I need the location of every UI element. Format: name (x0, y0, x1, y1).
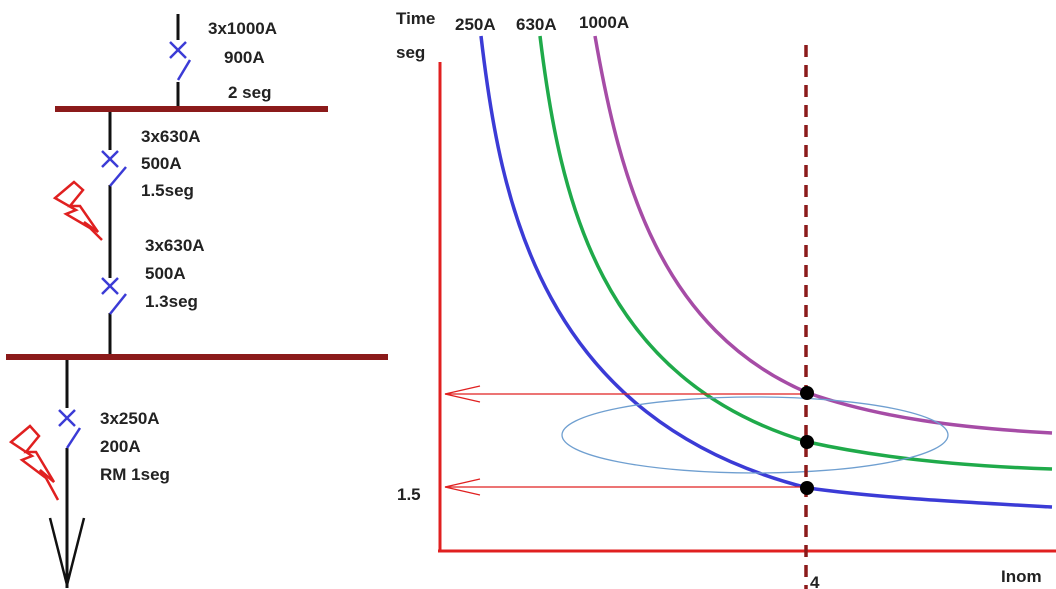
x-axis-label: Inom (1001, 567, 1042, 586)
selectivity-zone-ellipse (561, 396, 949, 474)
x-tick-label: 4 (810, 573, 820, 589)
breaker3-rating: 3x630A (145, 236, 205, 255)
breaker-icon (101, 150, 127, 187)
breaker-icon (101, 277, 127, 315)
curve-1000a (593, 35, 1053, 435)
breaker-icon (58, 409, 82, 449)
load-arrow-icon (48, 517, 86, 586)
time-arrow-upper (444, 385, 808, 403)
series-label-630a: 630A (516, 15, 557, 34)
breaker4-delay: RM 1seg (100, 465, 170, 484)
breaker4-rating: 3x250A (100, 409, 160, 428)
curve-250a (479, 35, 1053, 509)
y-tick-label: 1.5 (397, 485, 421, 504)
intersection-point-1000a (800, 386, 814, 400)
single-line-diagram: 3x1000A 900A 2 seg 3x630A 500A 1.5seg 3x… (6, 14, 388, 588)
time-arrow-lower (444, 478, 808, 496)
series-label-250a: 250A (455, 15, 496, 34)
breaker3-delay: 1.3seg (145, 292, 198, 311)
time-current-chart: Time seg Inom 1.5 4 250A 630A 1000A (396, 9, 1056, 589)
curve-630a (538, 35, 1053, 471)
breaker1-setting: 900A (224, 48, 265, 67)
intersection-point-630a (800, 435, 814, 449)
breaker3-setting: 500A (145, 264, 186, 283)
breaker2-rating: 3x630A (141, 127, 201, 146)
breaker1-delay: 2 seg (228, 83, 271, 102)
fault-lightning-icon (52, 180, 103, 241)
breaker-icon (169, 41, 192, 81)
breaker2-setting: 500A (141, 154, 182, 173)
y-axis-label-time: Time (396, 9, 435, 28)
intersection-point-250a (800, 481, 814, 495)
series-label-1000a: 1000A (579, 13, 629, 32)
breaker1-rating: 3x1000A (208, 19, 277, 38)
breaker4-setting: 200A (100, 437, 141, 456)
breaker2-delay: 1.5seg (141, 181, 194, 200)
fault-lightning-icon (8, 424, 60, 501)
y-axis-label-seg: seg (396, 43, 425, 62)
